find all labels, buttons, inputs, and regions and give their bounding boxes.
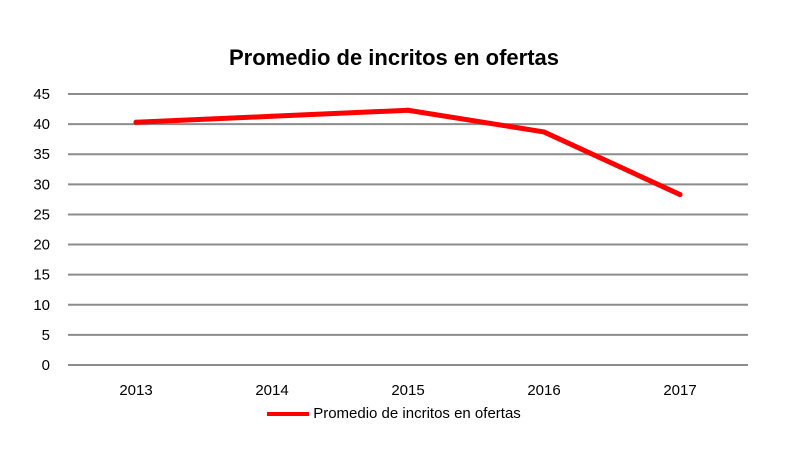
y-tick-label: 20	[33, 237, 50, 254]
y-tick-label: 35	[33, 146, 50, 163]
legend-label: Promedio de incritos en ofertas	[313, 405, 521, 422]
y-tick-label: 30	[33, 176, 50, 193]
data-point	[269, 113, 275, 119]
y-tick-label: 40	[33, 116, 50, 133]
y-tick-label: 25	[33, 206, 50, 223]
x-tick-label: 2014	[255, 382, 288, 399]
x-tick-label: 2016	[527, 382, 560, 399]
x-tick-label: 2017	[663, 382, 696, 399]
x-tick-label: 2013	[119, 382, 152, 399]
legend-swatch	[267, 411, 310, 416]
data-point	[405, 107, 411, 113]
data-point	[133, 119, 139, 125]
y-tick-label: 15	[33, 267, 50, 284]
chart-title: Promedio de incritos en ofertas	[228, 45, 560, 70]
data-point	[541, 129, 547, 135]
x-tick-label: 2015	[391, 382, 424, 399]
y-tick-label: 10	[33, 297, 50, 314]
y-tick-label: 45	[33, 86, 50, 103]
series-line	[133, 107, 683, 198]
y-tick-label: 5	[42, 327, 50, 344]
y-tick-label: 0	[42, 357, 50, 374]
data-point	[677, 192, 683, 198]
legend: Promedio de incritos en ofertas	[0, 405, 788, 422]
